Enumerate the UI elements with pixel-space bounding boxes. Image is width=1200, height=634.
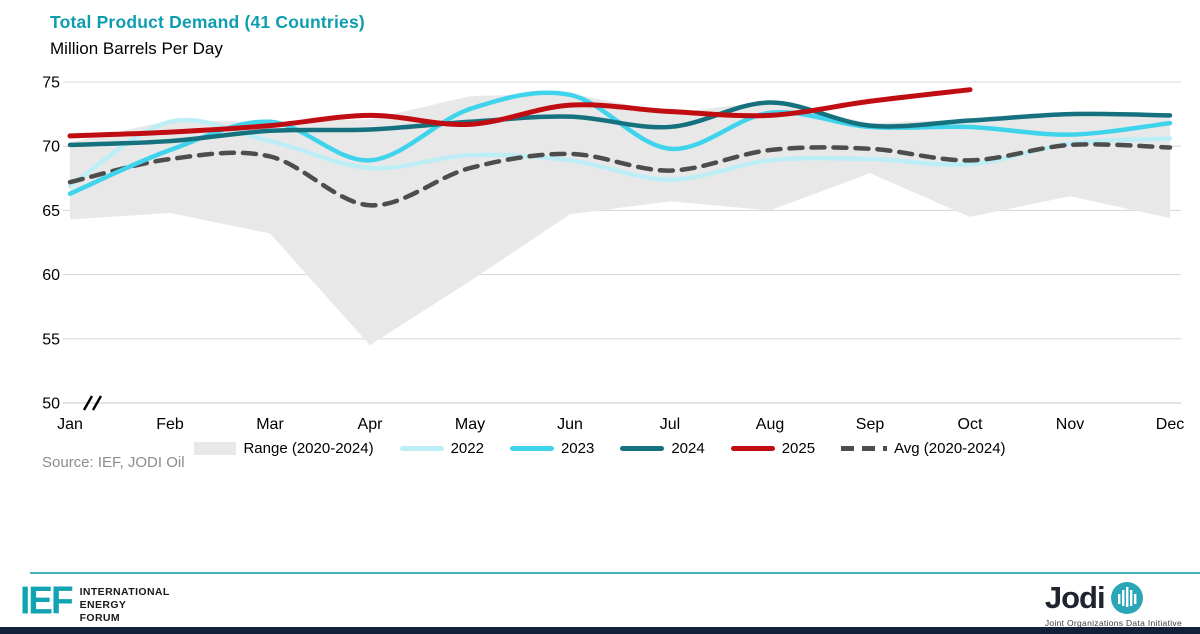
x-label-Nov: Nov — [1056, 416, 1084, 433]
x-label-Jul: Jul — [660, 416, 680, 433]
series-line-2025 — [67, 87, 973, 139]
legend-label: 2025 — [781, 440, 816, 457]
legend-label: 2023 — [560, 440, 595, 457]
legend-swatch-line — [509, 446, 554, 451]
axis-break-mark-0 — [82, 395, 94, 411]
legend-label: Range (2020-2024) — [243, 440, 374, 457]
legend-label: Avg (2020-2024) — [894, 440, 1006, 457]
legend-swatch-dashed — [841, 446, 888, 451]
x-label-Aug: Aug — [756, 416, 784, 433]
legend-item-range-2020-2024-: Range (2020-2024) — [194, 440, 374, 457]
legend-label: 2024 — [671, 440, 705, 457]
title-block: Total Product Demand (41 Countries) Mill… — [50, 12, 365, 59]
y-tick-55: 55 — [42, 331, 60, 348]
legend-swatch-band — [194, 442, 237, 455]
ief-logo-text-line: INTERNATIONAL — [79, 586, 170, 598]
x-label-Apr: Apr — [358, 416, 384, 433]
y-tick-70: 70 — [42, 139, 60, 156]
jodi-logo-top: Jodi — [1045, 580, 1182, 616]
jodi-bars-icon — [1110, 582, 1143, 614]
chart-subtitle: Million Barrels Per Day — [50, 39, 223, 58]
legend-item-2025: 2025 — [730, 440, 816, 457]
legend-item-avg-2020-2024-: Avg (2020-2024) — [841, 440, 1006, 457]
x-label-Jan: Jan — [57, 416, 83, 433]
legend-item-2024: 2024 — [620, 440, 705, 457]
x-label-Dec: Dec — [1156, 416, 1184, 433]
ief-logo: IEF INTERNATIONAL ENERGY FORUM — [20, 578, 170, 625]
ief-logo-text: INTERNATIONAL ENERGY FORUM — [80, 584, 170, 625]
ief-logo-acronym: IEF — [20, 578, 74, 622]
y-tick-65: 65 — [42, 203, 60, 220]
series-line-2024 — [67, 100, 1173, 148]
x-label-Oct: Oct — [958, 416, 983, 433]
ief-logo-text-line: ENERGY — [79, 599, 127, 611]
y-tick-60: 60 — [42, 267, 60, 284]
x-label-May: May — [455, 416, 485, 433]
y-tick-50: 50 — [42, 396, 60, 413]
axis-break-mark-1 — [91, 395, 103, 411]
x-label-Mar: Mar — [256, 416, 284, 433]
y-tick-75: 75 — [42, 75, 60, 92]
footer-bar — [0, 627, 1200, 634]
source-attribution: Source: IEF, JODI Oil — [42, 454, 185, 471]
footer-divider — [30, 572, 1200, 574]
chart-legend: Range (2020-2024) 2022 2023 2024 2025 Avg (20… — [0, 440, 1200, 457]
legend-swatch-line — [620, 446, 665, 451]
x-label-Sep: Sep — [856, 416, 885, 433]
chart-title: Total Product Demand (41 Countries) — [50, 12, 365, 32]
series-line-2022 — [67, 117, 1173, 189]
jodi-wordmark: Jodi — [1044, 580, 1106, 615]
legend-item-2023: 2023 — [509, 440, 595, 457]
jodi-tagline: Joint Organizations Data Initiative — [1044, 618, 1182, 628]
legend-swatch-line — [399, 446, 444, 451]
ief-logo-text-line: FORUM — [79, 612, 121, 624]
legend-label: 2022 — [450, 440, 484, 457]
x-label-Jun: Jun — [557, 416, 583, 433]
legend-item-2022: 2022 — [399, 440, 484, 457]
jodi-logo: Jodi Joint Organizations Data Initiative — [1045, 580, 1182, 628]
legend-swatch-line — [730, 446, 775, 451]
series-line-avg-2020-2024- — [67, 142, 1173, 208]
x-label-Feb: Feb — [156, 416, 184, 433]
